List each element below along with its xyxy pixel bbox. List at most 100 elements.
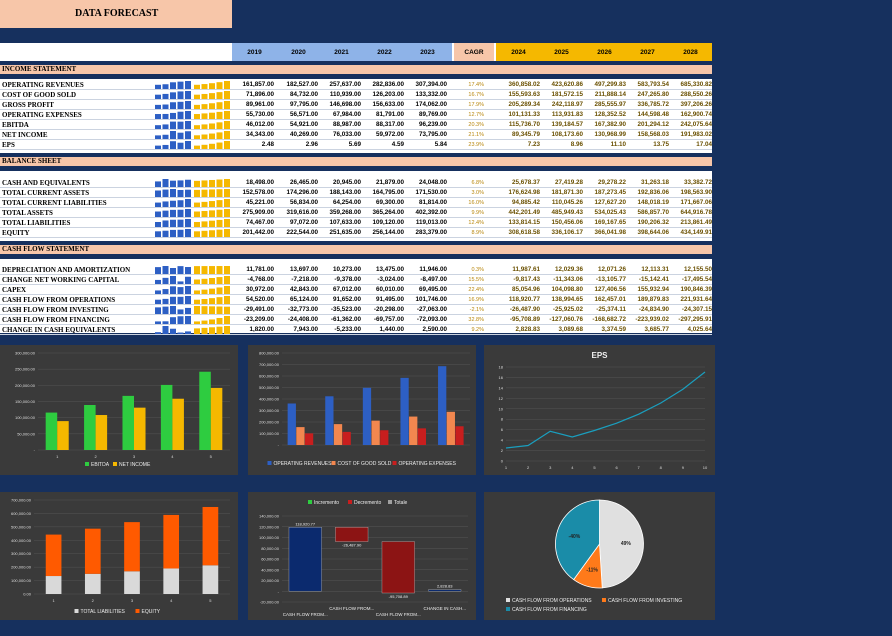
forecast-value: 115,736.70 — [508, 121, 540, 128]
forecast-sparkline — [194, 131, 230, 139]
y-tick-label: 600,000.00 — [259, 374, 280, 379]
spark-bar — [224, 189, 230, 197]
table-row: CASH AND EQUIVALENTS 18,498.00 26,465.00 20… — [0, 178, 712, 188]
row-label: OPERATING EXPENSES — [2, 111, 82, 119]
eps-line — [505, 371, 706, 449]
forecast-year-header: 2025 — [554, 48, 569, 56]
hist-value: 101,746.00 — [415, 296, 447, 303]
y-tick-label: 10 — [499, 406, 504, 411]
year-header: 2019 — [247, 48, 262, 56]
forecast-sparkline — [194, 81, 230, 89]
spark-bar — [194, 189, 200, 197]
spark-bar — [216, 297, 223, 304]
y-tick-label: 0 — [501, 459, 504, 464]
forecast-value: 162,900.74 — [680, 111, 712, 118]
spark-bar — [224, 121, 230, 129]
legend-label: TOTAL LIABILITIES — [81, 609, 126, 615]
spark-bar — [177, 229, 184, 237]
forecast-value: 176,624.98 — [508, 189, 540, 196]
legend-label: CASH FLOW FROM FINANCING — [512, 607, 587, 613]
spark-bar — [224, 276, 230, 284]
x-tick-label: 8 — [660, 465, 663, 470]
hist-value: 56,834.00 — [289, 199, 318, 206]
spark-bar — [185, 179, 191, 187]
hist-value: -72,093.00 — [416, 316, 447, 323]
spark-bar — [201, 144, 208, 149]
hist-value: 13,697.00 — [289, 266, 318, 273]
data-label: -95,708.89 — [389, 594, 409, 599]
chart-svg: 0.00 100,000.00 200,000.00 300,000.00 400,00… — [11, 498, 230, 615]
spark-bar — [185, 286, 191, 294]
forecast-value: 397,206.26 — [680, 101, 712, 108]
spark-bar — [170, 82, 176, 89]
y-tick-label: 50,000.00 — [17, 431, 36, 436]
section-header: INCOME STATEMENT — [0, 65, 712, 74]
spark-bar — [170, 102, 176, 109]
hist-value: 164,795.00 — [372, 189, 404, 196]
forecast-sparkline — [194, 141, 230, 149]
cagr-value: 15.5% — [468, 277, 484, 283]
spark-bar — [177, 101, 184, 109]
forecast-value: 247,265.80 — [637, 91, 669, 98]
hist-value: 256,144.00 — [372, 229, 404, 236]
legend-label: OPERATING REVENUES — [274, 461, 333, 467]
forecast-value: 94,885.42 — [511, 199, 540, 206]
table-row: EBITDA 46,012.00 54,921.00 88,987.00 88,317.… — [0, 120, 712, 130]
bar — [160, 384, 173, 450]
forecast-sparkline — [194, 326, 230, 334]
bar — [446, 411, 455, 445]
spark-bar — [170, 209, 176, 217]
legend-swatch — [388, 500, 392, 504]
forecast-value: 534,025.43 — [594, 209, 626, 216]
legend-swatch — [331, 461, 336, 465]
forecast-value: 139,184.57 — [551, 121, 583, 128]
spark-bar — [177, 180, 184, 187]
bar — [325, 396, 334, 445]
y-tick-label: 140,000.00 — [259, 514, 280, 519]
y-tick-label: 100,000.00 — [15, 415, 36, 420]
chart-svg: - 50,000.00 100,000.00 150,000.00 200,000.00… — [15, 351, 230, 468]
y-tick-label: 14 — [499, 385, 504, 390]
forecast-value: 104,098.80 — [551, 286, 583, 293]
hist-value: 88,317.00 — [375, 121, 404, 128]
x-tick-label: 9 — [682, 465, 685, 470]
spark-bar — [194, 202, 200, 207]
spark-bar — [177, 281, 184, 284]
x-tick-label: 5 — [209, 598, 212, 603]
forecast-value: 158,568.03 — [637, 131, 669, 138]
forecast-value: 336,785.72 — [637, 101, 669, 108]
forecast-value: 685,330.82 — [680, 81, 712, 88]
forecast-value: -15,142.41 — [638, 276, 669, 283]
hist-value: 54,921.00 — [289, 121, 318, 128]
y-tick-label: 20,000.00 — [261, 578, 280, 583]
cagr-value: 32.8% — [468, 317, 484, 323]
spark-bar — [162, 298, 169, 304]
spark-bar — [177, 332, 184, 334]
spark-bar — [216, 306, 223, 314]
legend-label: Incremento — [314, 500, 339, 506]
chart-title: EPS — [591, 351, 608, 360]
spark-bar — [185, 307, 191, 314]
forecast-value: 155,593.63 — [508, 91, 540, 98]
y-tick-label: 40,000.00 — [261, 567, 280, 572]
spark-bar — [170, 180, 176, 187]
spark-bar — [185, 141, 191, 149]
hist-value: -23,209.00 — [243, 316, 274, 323]
spark-bar — [194, 145, 200, 149]
x-tick-label: 5 — [593, 465, 596, 470]
hist-value: 152,578.00 — [242, 189, 274, 196]
spark-bar — [224, 141, 230, 149]
forecast-value: 3,089.68 — [558, 326, 583, 333]
liabilities-equity-chart: 0.00 100,000.00 200,000.00 300,000.00 400,00… — [0, 492, 238, 620]
forecast-value: 497,299.83 — [594, 81, 626, 88]
hist-value: 188,143.00 — [329, 189, 361, 196]
table-row: TOTAL CURRENT ASSETS 152,578.00 174,296.00… — [0, 188, 712, 198]
spark-bar — [216, 200, 223, 207]
forecast-value: 89,345.79 — [511, 131, 540, 138]
forecast-sparkline — [194, 316, 230, 324]
spark-bar — [170, 131, 176, 139]
spark-bar — [224, 229, 230, 237]
hist-value: -32,773.00 — [287, 306, 318, 313]
spark-bar — [201, 289, 208, 294]
forecast-value: 7.23 — [527, 141, 540, 148]
